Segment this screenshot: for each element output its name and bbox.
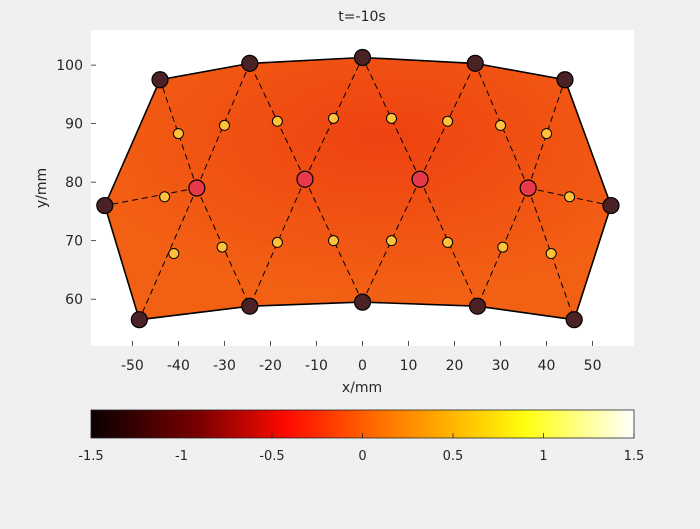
- mesh-edge: [304, 57, 363, 180]
- outer-node: [353, 48, 372, 67]
- sensor-point: [495, 119, 507, 131]
- y-tick-label: 70: [65, 234, 83, 250]
- sensor-point: [545, 248, 557, 260]
- outer-node: [96, 196, 114, 215]
- heatmap-shading: [104, 57, 612, 320]
- outer-node: [241, 297, 259, 315]
- mesh-edge: [474, 63, 529, 189]
- mesh-edge: [304, 179, 363, 303]
- mesh-edge: [527, 187, 575, 320]
- heatmap-field: [103, 56, 612, 321]
- sensor-point: [541, 128, 553, 140]
- sensor-point: [328, 235, 340, 247]
- sensor-point: [159, 191, 171, 203]
- center-node: [296, 170, 314, 188]
- mesh-edge: [527, 79, 566, 189]
- chart-title: t=-10s: [338, 9, 385, 25]
- outer-node: [556, 71, 574, 89]
- x-tick-label: -10: [305, 358, 328, 374]
- x-tick-label: 30: [492, 358, 510, 374]
- x-tick-label: 10: [400, 358, 418, 374]
- colorbar-ticks: -1.5 -1 -0.5 0 0.5 1 1.5: [78, 433, 644, 464]
- outer-node: [565, 311, 583, 329]
- outer-node: [151, 71, 169, 89]
- mesh-edge: [104, 187, 197, 207]
- outer-node: [353, 293, 372, 311]
- mesh-edge: [196, 63, 251, 189]
- colorbar-tick-label: 1.5: [624, 449, 645, 464]
- y-ticks: 60 70 80 90 100: [56, 58, 96, 308]
- outer-node: [130, 311, 148, 329]
- x-tick-label: 50: [584, 358, 602, 374]
- colorbar-tick-label: 0: [358, 449, 366, 464]
- sensor-point: [172, 128, 184, 140]
- y-tick-label: 80: [65, 175, 83, 191]
- center-node: [411, 170, 429, 188]
- outer-node: [602, 196, 620, 215]
- outer-node: [468, 297, 487, 315]
- sensor-point: [271, 236, 283, 248]
- outer-node: [466, 54, 484, 72]
- sensor-point: [271, 115, 283, 127]
- sensor-point: [385, 235, 397, 247]
- x-tick-label: 20: [446, 358, 464, 374]
- sensor-point: [564, 191, 576, 203]
- center-node: [188, 179, 206, 197]
- mesh-edge: [419, 179, 478, 307]
- x-ticks: -50 -40 -30 -20 -10 0 10 20 30 40 50: [121, 341, 602, 374]
- y-tick-label: 90: [65, 117, 83, 133]
- y-tick-label: 60: [65, 292, 83, 308]
- mesh-edge: [362, 57, 421, 180]
- x-tick-label: -40: [167, 358, 190, 374]
- x-tick-label: -30: [213, 358, 236, 374]
- colorbar-tick-label: 1: [539, 449, 547, 464]
- mesh-edge: [138, 187, 198, 320]
- outer-node: [241, 54, 259, 72]
- y-axis-label: y/mm: [34, 168, 50, 208]
- sensor-point: [442, 236, 454, 248]
- mesh-nodes: [96, 48, 620, 329]
- sensor-point: [385, 112, 397, 124]
- colorbar-tick-label: -0.5: [259, 449, 284, 464]
- x-tick-label: -20: [259, 358, 282, 374]
- y-tick-label: 100: [56, 58, 83, 74]
- colorbar-tick-label: -1: [175, 449, 188, 464]
- colorbar-tick-label: 0.5: [443, 449, 464, 464]
- mesh-edge: [159, 79, 198, 189]
- x-axis-label: x/mm: [342, 380, 382, 396]
- x-tick-label: -50: [121, 358, 144, 374]
- mesh-edge: [249, 179, 306, 307]
- x-tick-label: 40: [538, 358, 556, 374]
- center-node: [519, 179, 537, 197]
- sensor-point: [328, 112, 340, 124]
- sensor-point: [497, 241, 509, 253]
- sensor-point: [216, 241, 228, 253]
- mesh-edge: [362, 179, 421, 303]
- sensor-point: [168, 248, 180, 260]
- sensor-point: [218, 119, 230, 131]
- sensor-point: [442, 115, 454, 127]
- x-tick-label: 0: [358, 358, 367, 374]
- colorbar-tick-label: -1.5: [78, 449, 103, 464]
